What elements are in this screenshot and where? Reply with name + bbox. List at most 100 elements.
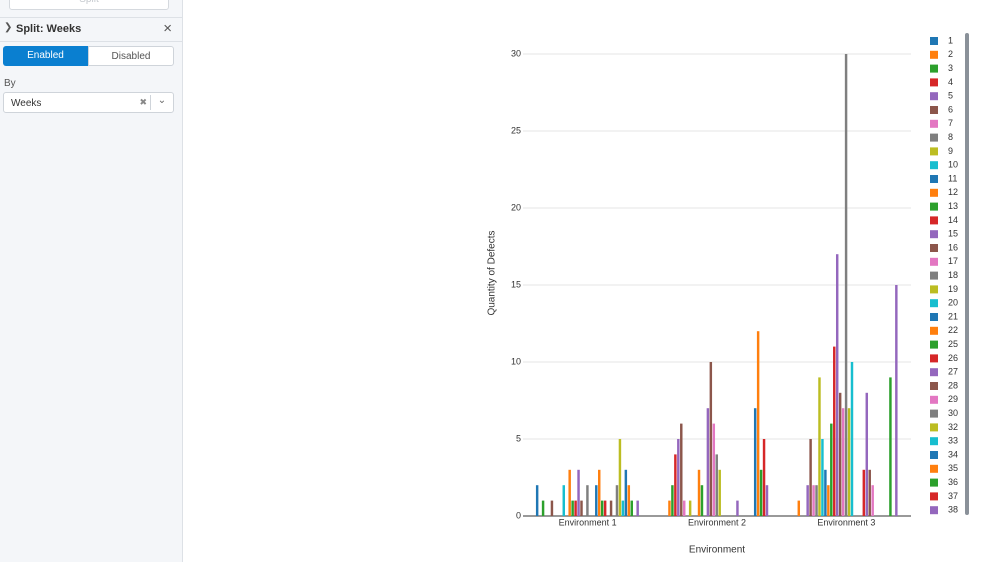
legend-label: 27 xyxy=(948,367,958,377)
y-axis-title: Quantity of Defects xyxy=(487,230,498,315)
legend-swatch xyxy=(930,230,938,239)
legend-label: 5 xyxy=(948,91,953,101)
legend-label: 35 xyxy=(948,463,958,473)
legend-label: 21 xyxy=(948,311,958,321)
legend-swatch xyxy=(930,202,938,211)
bar xyxy=(586,485,589,516)
bar xyxy=(759,469,763,516)
legend-swatch xyxy=(930,464,938,473)
close-icon[interactable]: × xyxy=(163,20,172,37)
bar xyxy=(571,500,574,516)
legend-label: 3 xyxy=(948,63,953,73)
bar xyxy=(806,485,809,516)
bar xyxy=(850,362,854,516)
legend-swatch xyxy=(930,326,938,335)
legend-label: 26 xyxy=(948,353,958,363)
bar xyxy=(835,254,839,516)
bar xyxy=(700,485,704,516)
bar xyxy=(568,469,571,516)
legend-label: 25 xyxy=(948,339,958,349)
section-header[interactable]: ❯ Split: Weeks × xyxy=(0,17,182,42)
legend-label: 8 xyxy=(948,132,953,142)
bar xyxy=(680,423,683,516)
bar xyxy=(609,500,613,516)
legend-label: 7 xyxy=(948,118,953,128)
bar xyxy=(862,469,866,516)
legend-swatch xyxy=(930,271,938,280)
legend-swatch xyxy=(930,133,938,142)
bar xyxy=(847,408,851,516)
legend-label: 19 xyxy=(948,284,958,294)
legend-label: 20 xyxy=(948,298,958,308)
collapse-icon[interactable]: ❯ xyxy=(4,22,13,33)
dropdown-icon[interactable]: ⌄ xyxy=(150,95,173,110)
bar xyxy=(671,485,674,516)
legend-swatch xyxy=(930,313,938,321)
legend-label: 16 xyxy=(948,242,958,252)
bar xyxy=(598,469,601,516)
legend-label: 9 xyxy=(948,146,953,156)
bar xyxy=(621,500,625,516)
legend-label: 30 xyxy=(948,408,958,418)
legend-swatch xyxy=(930,78,938,87)
legend-swatch xyxy=(930,506,938,515)
y-tick-label: 25 xyxy=(511,125,521,135)
legend-swatch xyxy=(930,437,938,446)
split-button[interactable]: Split xyxy=(9,0,169,10)
legend-swatch xyxy=(930,50,938,59)
legend-swatch xyxy=(930,340,938,349)
bar xyxy=(580,500,583,516)
legend-swatch xyxy=(930,188,938,197)
legend-swatch xyxy=(930,423,938,432)
bar xyxy=(797,500,801,516)
bar xyxy=(697,469,701,516)
bar xyxy=(753,408,757,516)
bar xyxy=(765,485,769,516)
legend-label: 2 xyxy=(948,49,953,59)
bar xyxy=(868,469,871,516)
bar xyxy=(674,454,677,516)
legend-swatch xyxy=(930,64,938,73)
bar xyxy=(712,423,716,516)
legend-label: 4 xyxy=(948,77,953,87)
legend-label: 14 xyxy=(948,215,958,225)
bar xyxy=(812,485,815,516)
bar xyxy=(603,500,607,516)
legend-swatch xyxy=(930,106,938,114)
legend-swatch xyxy=(930,216,938,225)
by-select[interactable]: Weeks ✖ ⌄ xyxy=(3,92,174,113)
bar xyxy=(630,500,633,516)
clear-icon[interactable]: ✖ xyxy=(139,97,147,107)
bar xyxy=(821,439,824,516)
legend-swatch xyxy=(930,161,938,170)
bar xyxy=(833,346,836,516)
section-title: Split: Weeks xyxy=(16,23,82,35)
bar xyxy=(683,500,686,516)
x-axis-title: Environment xyxy=(689,545,745,556)
legend-swatch xyxy=(930,285,938,294)
bar xyxy=(838,392,842,516)
x-tick-label: Environment 1 xyxy=(559,517,617,527)
legend-label: 34 xyxy=(948,449,958,459)
legend-label: 29 xyxy=(948,394,958,404)
disabled-toggle[interactable]: Disabled xyxy=(88,46,174,66)
legend-swatch xyxy=(930,354,938,363)
legend-swatch xyxy=(930,451,938,459)
legend-scrollbar[interactable] xyxy=(965,33,969,515)
legend-swatch xyxy=(930,395,938,404)
bar xyxy=(718,469,721,516)
enabled-toggle[interactable]: Enabled xyxy=(3,46,88,66)
x-tick-label: Environment 2 xyxy=(688,517,746,527)
legend-label: 6 xyxy=(948,104,953,114)
y-tick-label: 20 xyxy=(511,202,521,212)
legend-swatch xyxy=(930,478,938,487)
bar xyxy=(762,439,766,516)
bar xyxy=(756,331,760,516)
bar xyxy=(688,500,692,516)
bar xyxy=(541,500,545,516)
legend-swatch xyxy=(930,257,938,266)
y-tick-label: 30 xyxy=(511,48,521,58)
legend-swatch xyxy=(930,382,938,390)
sidebar: Split ❯ Split: Weeks × Enabled Disabled … xyxy=(0,0,183,562)
